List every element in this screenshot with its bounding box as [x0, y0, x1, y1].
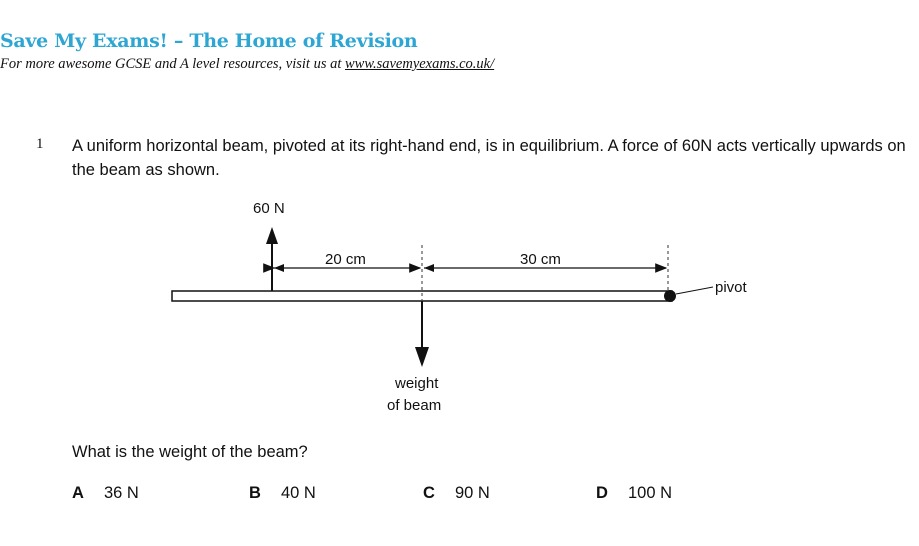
option-letter: D	[596, 484, 608, 502]
weight-label: weight	[395, 375, 439, 392]
site-title: Save My Exams! – The Home of Revision	[0, 30, 418, 52]
distance-label-1: 20 cm	[325, 251, 366, 268]
force-label: 60 N	[253, 200, 285, 217]
site-link[interactable]: www.savemyexams.co.uk/	[345, 56, 495, 72]
subtitle-text: For more awesome GCSE and A level resour…	[0, 56, 346, 72]
question-text: A uniform horizontal beam, pivoted at it…	[72, 137, 906, 179]
question-prompt: What is the weight of the beam?	[72, 443, 308, 461]
option-c[interactable]: C 90 N	[423, 484, 490, 503]
pivot-dot	[664, 290, 676, 302]
option-letter: B	[249, 484, 261, 502]
option-value: 90 N	[455, 484, 490, 502]
option-value: 100 N	[628, 484, 673, 502]
pivot-leader	[675, 286, 714, 295]
question-number: 1	[36, 136, 44, 152]
option-letter: A	[72, 484, 84, 502]
pivot-label: pivot	[715, 279, 747, 296]
option-value: 36 N	[104, 484, 139, 502]
option-d[interactable]: D 100 N	[596, 484, 672, 503]
option-value: 40 N	[281, 484, 316, 502]
option-a[interactable]: A 36 N	[72, 484, 139, 503]
option-b[interactable]: B 40 N	[249, 484, 316, 503]
distance-label-2: 30 cm	[520, 251, 561, 268]
site-subtitle: For more awesome GCSE and A level resour…	[0, 56, 494, 73]
option-letter: C	[423, 484, 435, 502]
weight-label-2: of beam	[387, 397, 442, 414]
